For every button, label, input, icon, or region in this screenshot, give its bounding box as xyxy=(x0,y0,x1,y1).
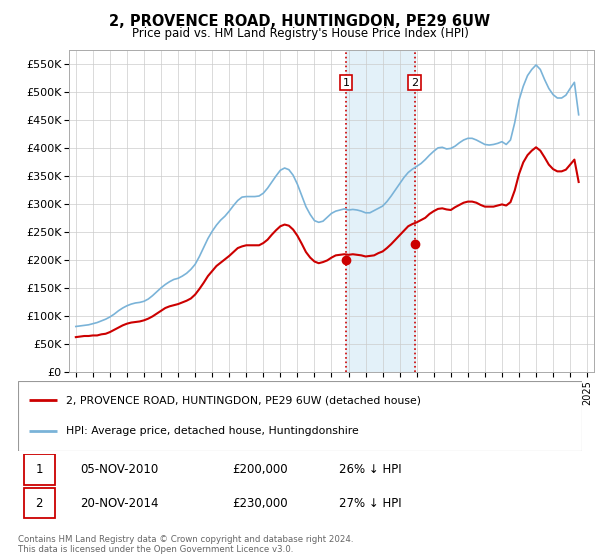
Text: 26% ↓ HPI: 26% ↓ HPI xyxy=(340,463,402,476)
Text: £230,000: £230,000 xyxy=(232,497,288,510)
Text: Contains HM Land Registry data © Crown copyright and database right 2024.
This d: Contains HM Land Registry data © Crown c… xyxy=(18,535,353,554)
Text: 2: 2 xyxy=(35,497,43,510)
Text: 1: 1 xyxy=(343,78,349,87)
Text: Price paid vs. HM Land Registry's House Price Index (HPI): Price paid vs. HM Land Registry's House … xyxy=(131,27,469,40)
FancyBboxPatch shape xyxy=(23,488,55,519)
Text: £200,000: £200,000 xyxy=(232,463,288,476)
Bar xyxy=(346,50,415,372)
Text: 20-NOV-2014: 20-NOV-2014 xyxy=(80,497,158,510)
Text: HPI: Average price, detached house, Huntingdonshire: HPI: Average price, detached house, Hunt… xyxy=(66,426,359,436)
Text: 1: 1 xyxy=(35,463,43,476)
FancyBboxPatch shape xyxy=(23,454,55,485)
Text: 05-NOV-2010: 05-NOV-2010 xyxy=(80,463,158,476)
Text: 27% ↓ HPI: 27% ↓ HPI xyxy=(340,497,402,510)
FancyBboxPatch shape xyxy=(18,381,582,451)
Text: 2, PROVENCE ROAD, HUNTINGDON, PE29 6UW: 2, PROVENCE ROAD, HUNTINGDON, PE29 6UW xyxy=(109,14,491,29)
Text: 2, PROVENCE ROAD, HUNTINGDON, PE29 6UW (detached house): 2, PROVENCE ROAD, HUNTINGDON, PE29 6UW (… xyxy=(66,395,421,405)
Text: 2: 2 xyxy=(411,78,418,87)
